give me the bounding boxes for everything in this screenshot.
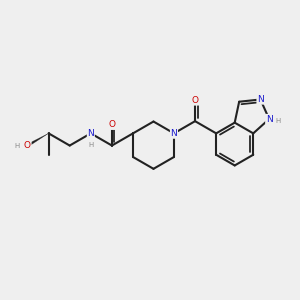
Polygon shape	[27, 134, 49, 147]
Text: O: O	[192, 96, 199, 105]
Text: H: H	[89, 142, 94, 148]
Text: N: N	[266, 115, 272, 124]
Text: N: N	[257, 95, 264, 104]
Text: N: N	[171, 129, 177, 138]
Text: H: H	[275, 118, 280, 124]
Text: O: O	[108, 120, 116, 129]
Text: N: N	[171, 129, 177, 138]
Text: N: N	[87, 129, 94, 138]
Text: O: O	[24, 141, 31, 150]
Text: H: H	[14, 142, 19, 148]
